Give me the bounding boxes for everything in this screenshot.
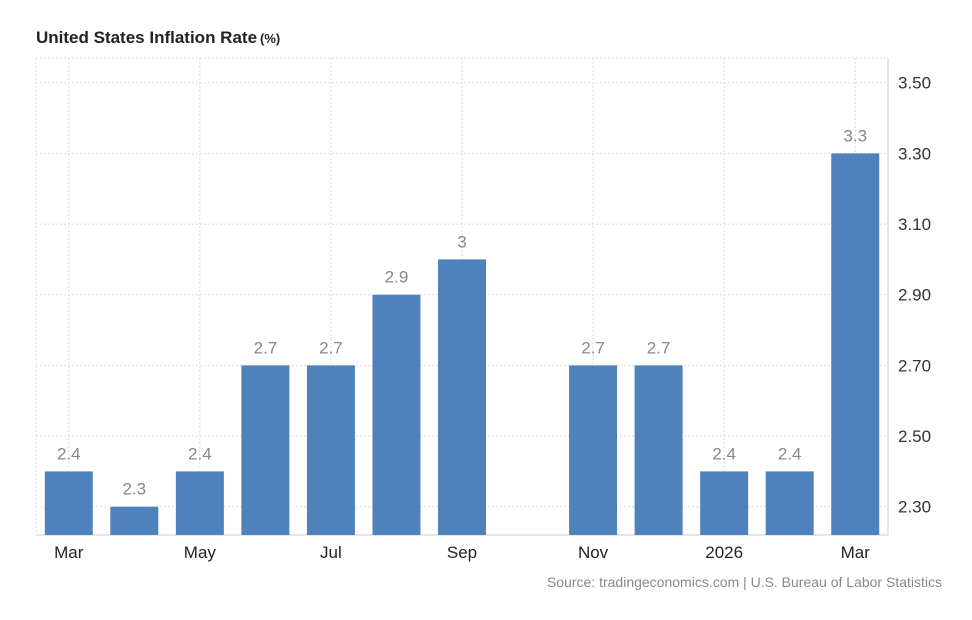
x-tick-label: Sep xyxy=(447,543,477,562)
bar xyxy=(241,365,290,535)
bar xyxy=(438,259,486,535)
data-label: 2.3 xyxy=(122,480,146,499)
x-tick-label: May xyxy=(184,543,217,562)
chart-source: Source: tradingeconomics.com | U.S. Bure… xyxy=(546,574,942,590)
y-tick-label: 3.50 xyxy=(898,74,931,93)
data-label: 3 xyxy=(457,232,466,251)
data-label: 2.9 xyxy=(385,268,409,287)
bar xyxy=(831,153,880,535)
data-label: 3.3 xyxy=(843,126,867,145)
chart-title: United States Inflation Rate (%) xyxy=(36,28,280,48)
data-label: 2.4 xyxy=(188,444,212,463)
x-tick-label: Nov xyxy=(578,543,609,562)
y-tick-label: 2.50 xyxy=(898,427,931,446)
bar xyxy=(569,365,618,535)
bar xyxy=(110,506,159,535)
bar xyxy=(634,365,683,535)
bar xyxy=(175,471,224,535)
y-tick-label: 2.30 xyxy=(898,498,931,517)
x-tick-label: Jul xyxy=(320,543,342,562)
bar xyxy=(44,471,93,535)
x-tick-label: Mar xyxy=(54,543,84,562)
bar xyxy=(765,471,814,535)
bar xyxy=(372,294,421,535)
data-label: 2.4 xyxy=(712,444,736,463)
chart-title-unit: (%) xyxy=(260,31,281,46)
chart-title-text: United States Inflation Rate xyxy=(36,28,258,47)
x-tick-label: 2026 xyxy=(705,543,743,562)
y-tick-label: 2.70 xyxy=(898,356,931,375)
y-tick-label: 2.90 xyxy=(898,286,931,305)
data-label: 2.4 xyxy=(57,444,81,463)
y-tick-label: 3.30 xyxy=(898,144,931,163)
data-label: 2.7 xyxy=(647,338,671,357)
data-label: 2.7 xyxy=(254,338,278,357)
data-label: 2.7 xyxy=(581,338,605,357)
bar xyxy=(700,471,749,535)
x-tick-label: Mar xyxy=(841,543,871,562)
data-label: 2.7 xyxy=(319,338,343,357)
y-tick-label: 3.10 xyxy=(898,215,931,234)
data-label: 2.4 xyxy=(778,444,802,463)
bar xyxy=(306,365,355,535)
